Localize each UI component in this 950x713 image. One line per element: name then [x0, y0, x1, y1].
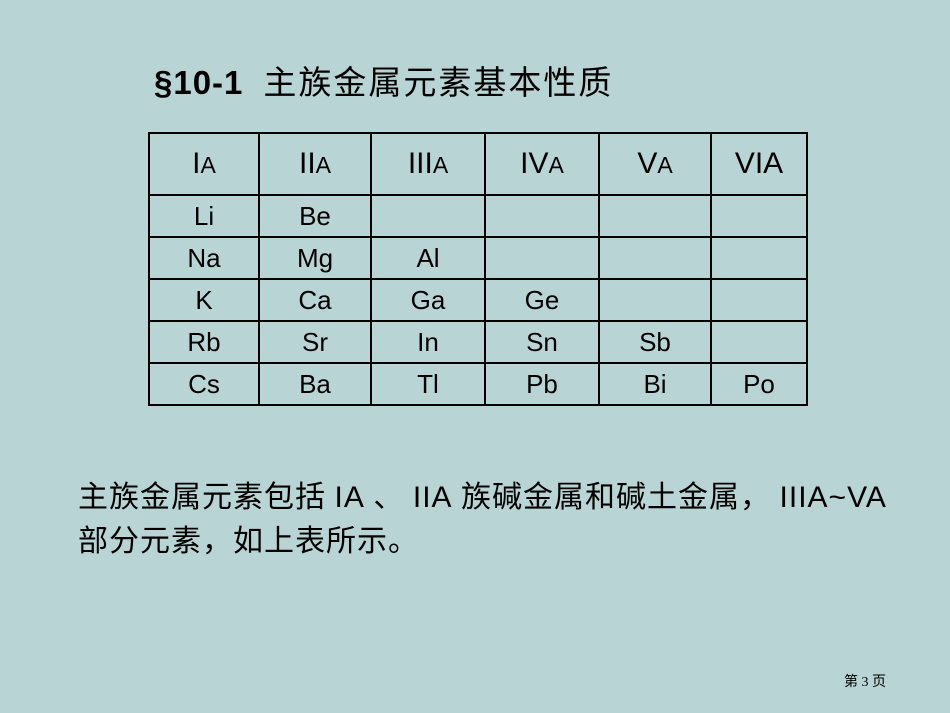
text-fragment-latin: IIIA~VA — [780, 481, 886, 514]
text-fragment: 部分元素，如上表所示。 — [78, 525, 419, 558]
cell: Sb — [599, 321, 711, 363]
col-header-iia: IIA — [259, 133, 371, 195]
table-row: Li Be — [149, 195, 807, 237]
cell — [371, 195, 485, 237]
text-fragment: 、 — [365, 481, 413, 514]
cell: Ba — [259, 363, 371, 405]
cell — [485, 237, 599, 279]
col-header-ia: IA — [149, 133, 259, 195]
cell — [599, 195, 711, 237]
table-header-row: IA IIA IIIA IVA VA VIA — [149, 133, 807, 195]
cell: Be — [259, 195, 371, 237]
text-fragment-latin: IIA — [413, 481, 453, 514]
page-title: §10-1 主族金属元素基本性质 — [154, 56, 950, 104]
elements-table: IA IIA IIIA IVA VA VIA Li Be Na Mg Al — [148, 132, 808, 406]
table-row: Na Mg Al — [149, 237, 807, 279]
col-header-iva: IVA — [485, 133, 599, 195]
col-header-iiia: IIIA — [371, 133, 485, 195]
cell — [711, 195, 807, 237]
cell: Sn — [485, 321, 599, 363]
col-header-via: VIA — [711, 133, 807, 195]
page-number: 第 3 页 — [844, 671, 886, 691]
cell — [599, 237, 711, 279]
cell: Tl — [371, 363, 485, 405]
cell: Po — [711, 363, 807, 405]
cell — [711, 279, 807, 321]
cell — [599, 279, 711, 321]
cell: Rb — [149, 321, 259, 363]
cell: K — [149, 279, 259, 321]
section-number: §10-1 — [154, 64, 243, 101]
col-header-va: VA — [599, 133, 711, 195]
table-row: Rb Sr In Sn Sb — [149, 321, 807, 363]
table-row: K Ca Ga Ge — [149, 279, 807, 321]
section-text: 主族金属元素基本性质 — [263, 66, 613, 102]
table-row: Cs Ba Tl Pb Bi Po — [149, 363, 807, 405]
cell — [711, 237, 807, 279]
cell: Pb — [485, 363, 599, 405]
body-paragraph: 主族金属元素包括 IA 、 IIA 族碱金属和碱土金属， IIIA~VA 部分元… — [78, 476, 890, 563]
cell: Ga — [371, 279, 485, 321]
cell: Bi — [599, 363, 711, 405]
cell: Sr — [259, 321, 371, 363]
cell: Mg — [259, 237, 371, 279]
cell: Al — [371, 237, 485, 279]
cell: Cs — [149, 363, 259, 405]
cell — [485, 195, 599, 237]
text-fragment: 族碱金属和碱土金属， — [453, 481, 780, 514]
cell: Ca — [259, 279, 371, 321]
cell: Li — [149, 195, 259, 237]
cell: In — [371, 321, 485, 363]
cell: Na — [149, 237, 259, 279]
text-fragment: 主族金属元素包括 — [78, 481, 335, 514]
text-fragment-latin: IA — [335, 481, 365, 514]
cell: Ge — [485, 279, 599, 321]
slide: §10-1 主族金属元素基本性质 IA IIA IIIA IVA VA VIA L… — [0, 0, 950, 713]
cell — [711, 321, 807, 363]
